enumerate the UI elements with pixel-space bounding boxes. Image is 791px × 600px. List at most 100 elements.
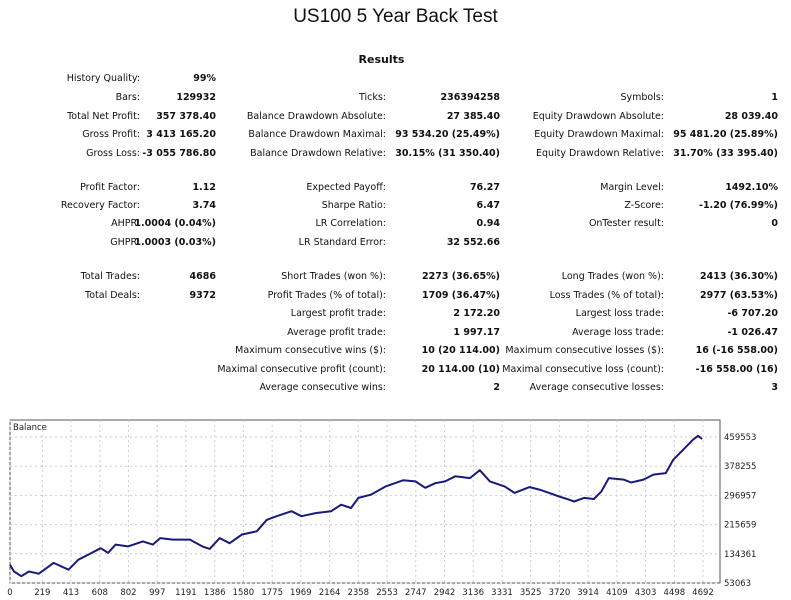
metric-label: LR Standard Error: xyxy=(298,237,386,248)
metric-value: 28 039.40 xyxy=(724,111,778,122)
metric-value: 2273 (36.65%) xyxy=(422,271,500,282)
x-tick-label: 3525 xyxy=(520,588,542,598)
metric-label: Maximum consecutive wins ($): xyxy=(235,345,386,356)
x-tick-label: 1775 xyxy=(261,588,283,598)
metric-label: Recovery Factor: xyxy=(60,200,140,211)
x-tick-label: 2358 xyxy=(347,588,369,598)
x-tick-label: 608 xyxy=(92,588,108,598)
x-tick-label: 2942 xyxy=(434,588,456,598)
x-tick-label: 219 xyxy=(34,588,50,598)
metric-label: AHPR: xyxy=(111,218,140,229)
metric-label: Profit Factor: xyxy=(80,182,140,193)
metric-label: Gross Profit: xyxy=(82,129,140,140)
metric-label: Balance Drawdown Maximal: xyxy=(248,129,386,140)
metric-label: Maximum consecutive losses ($): xyxy=(505,345,664,356)
results-row: Total Deals: 9372 Profit Trades (% of tota… xyxy=(0,290,791,308)
metric-value: 27 385.40 xyxy=(446,111,500,122)
metric-value: 2 xyxy=(493,382,500,393)
metric-label: Total Net Profit: xyxy=(67,111,140,122)
metric-label: Symbols: xyxy=(620,92,664,103)
y-tick-label: 378255 xyxy=(724,462,756,472)
metric-value: 1.0004 (0.04%) xyxy=(134,218,216,229)
metric-label: OnTester result: xyxy=(588,218,664,229)
metric-value: -1.20 (76.99%) xyxy=(699,200,778,211)
metric-label: Total Deals: xyxy=(85,290,140,301)
x-tick-label: 3331 xyxy=(491,588,513,598)
results-row: AHPR: 1.0004 (0.04%) LR Correlation: 0.94 On… xyxy=(0,218,791,236)
x-tick-label: 4692 xyxy=(692,588,714,598)
metric-value: 1492.10% xyxy=(725,182,778,193)
results-row: Bars: 129932 Ticks: 236394258 Symbols: 1 xyxy=(0,92,791,110)
metric-value: 1.0003 (0.03%) xyxy=(134,237,216,248)
metric-label: Equity Drawdown Absolute: xyxy=(532,111,664,122)
metric-label: LR Correlation: xyxy=(315,218,387,229)
metric-label: Balance Drawdown Absolute: xyxy=(246,111,386,122)
metric-value: 3.74 xyxy=(192,200,216,211)
metric-value: 2977 (63.53%) xyxy=(700,290,778,301)
metric-value: -16 558.00 (16) xyxy=(695,364,778,375)
metric-label: Loss Trades (% of total): xyxy=(549,290,664,301)
x-tick-label: 2164 xyxy=(319,588,341,598)
results-row: Gross Profit: 3 413 165.20 Balance Drawdow… xyxy=(0,129,791,147)
results-row: Total Net Profit: 357 378.40 Balance Drawd… xyxy=(0,111,791,129)
metric-label: GHPR: xyxy=(110,237,140,248)
results-heading: Results xyxy=(358,53,405,66)
metric-value: 93 534.20 (25.49%) xyxy=(395,129,500,140)
results-row: Total Trades: 4686 Short Trades (won %): 22… xyxy=(0,271,791,289)
y-tick-label: 53063 xyxy=(724,579,751,589)
metric-label: Equity Drawdown Relative: xyxy=(535,148,664,159)
y-tick-label: 134361 xyxy=(724,550,756,560)
x-tick-label: 4109 xyxy=(606,588,628,598)
x-tick-label: 4498 xyxy=(664,588,686,598)
x-tick-label: 413 xyxy=(63,588,79,598)
metric-label: Short Trades (won %): xyxy=(281,271,386,282)
metric-value: 10 (20 114.00) xyxy=(421,345,500,356)
x-tick-label: 3914 xyxy=(577,588,599,598)
metric-value: 99% xyxy=(193,73,216,84)
results-row: Maximal consecutive profit (count): 20 11… xyxy=(0,364,791,382)
x-tick-label: 1191 xyxy=(175,588,197,598)
chart-frame xyxy=(9,419,721,584)
balance-chart: 0 219 413 608 802 997 1191 1386 1580 1775 1969 2164… xyxy=(7,419,756,598)
x-tick-label: 1969 xyxy=(290,588,312,598)
metric-value: 4686 xyxy=(189,271,216,282)
results-row: Profit Factor: 1.12 Expected Payoff: 76.27 M… xyxy=(0,182,791,200)
metric-label: Margin Level: xyxy=(600,182,664,193)
results-row: Average consecutive wins: 2 Average consec… xyxy=(0,382,791,400)
x-tick-label: 997 xyxy=(149,588,165,598)
metric-value: -3 055 786.80 xyxy=(142,148,216,159)
metric-label: Gross Loss: xyxy=(86,148,140,159)
x-tick-label: 4303 xyxy=(635,588,657,598)
x-tick-label: 0 xyxy=(7,588,12,598)
x-tick-label: 3720 xyxy=(549,588,571,598)
metric-label: Z-Score: xyxy=(624,200,664,211)
y-tick-label: 459553 xyxy=(724,433,756,443)
metric-value: 16 (-16 558.00) xyxy=(695,345,778,356)
metric-label: Average consecutive losses: xyxy=(529,382,664,393)
metric-value: 1 xyxy=(771,92,778,103)
results-row: Maximum consecutive wins ($): 10 (20 114.… xyxy=(0,345,791,363)
metric-label: Maximal consecutive profit (count): xyxy=(217,364,386,375)
metric-value: 129932 xyxy=(176,92,216,103)
metric-value: 236394258 xyxy=(440,92,501,103)
metric-value: 2413 (36.30%) xyxy=(700,271,778,282)
results-row: GHPR: 1.0003 (0.03%) LR Standard Error: 32 … xyxy=(0,237,791,255)
metric-value: 0 xyxy=(771,218,778,229)
y-tick-label: 296957 xyxy=(724,491,756,501)
metric-label: Sharpe Ratio: xyxy=(321,200,386,211)
chart-title: Balance xyxy=(13,423,47,433)
metric-value: -6 707.20 xyxy=(727,308,778,319)
metric-value: 0.94 xyxy=(476,218,500,229)
metric-value: 1709 (36.47%) xyxy=(422,290,500,301)
metric-label: Equity Drawdown Maximal: xyxy=(534,129,664,140)
metric-value: 357 378.40 xyxy=(156,111,216,122)
metric-value: 9372 xyxy=(189,290,216,301)
metric-value: 31.70% (33 395.40) xyxy=(673,148,778,159)
x-tick-label: 1386 xyxy=(204,588,226,598)
metric-value: 20 114.00 (10) xyxy=(421,364,500,375)
metric-label: Average loss trade: xyxy=(572,327,664,338)
x-tick-label: 2747 xyxy=(405,588,427,598)
metric-label: Average consecutive wins: xyxy=(259,382,386,393)
metric-label: Average profit trade: xyxy=(287,327,386,338)
metric-value: 1.12 xyxy=(192,182,216,193)
